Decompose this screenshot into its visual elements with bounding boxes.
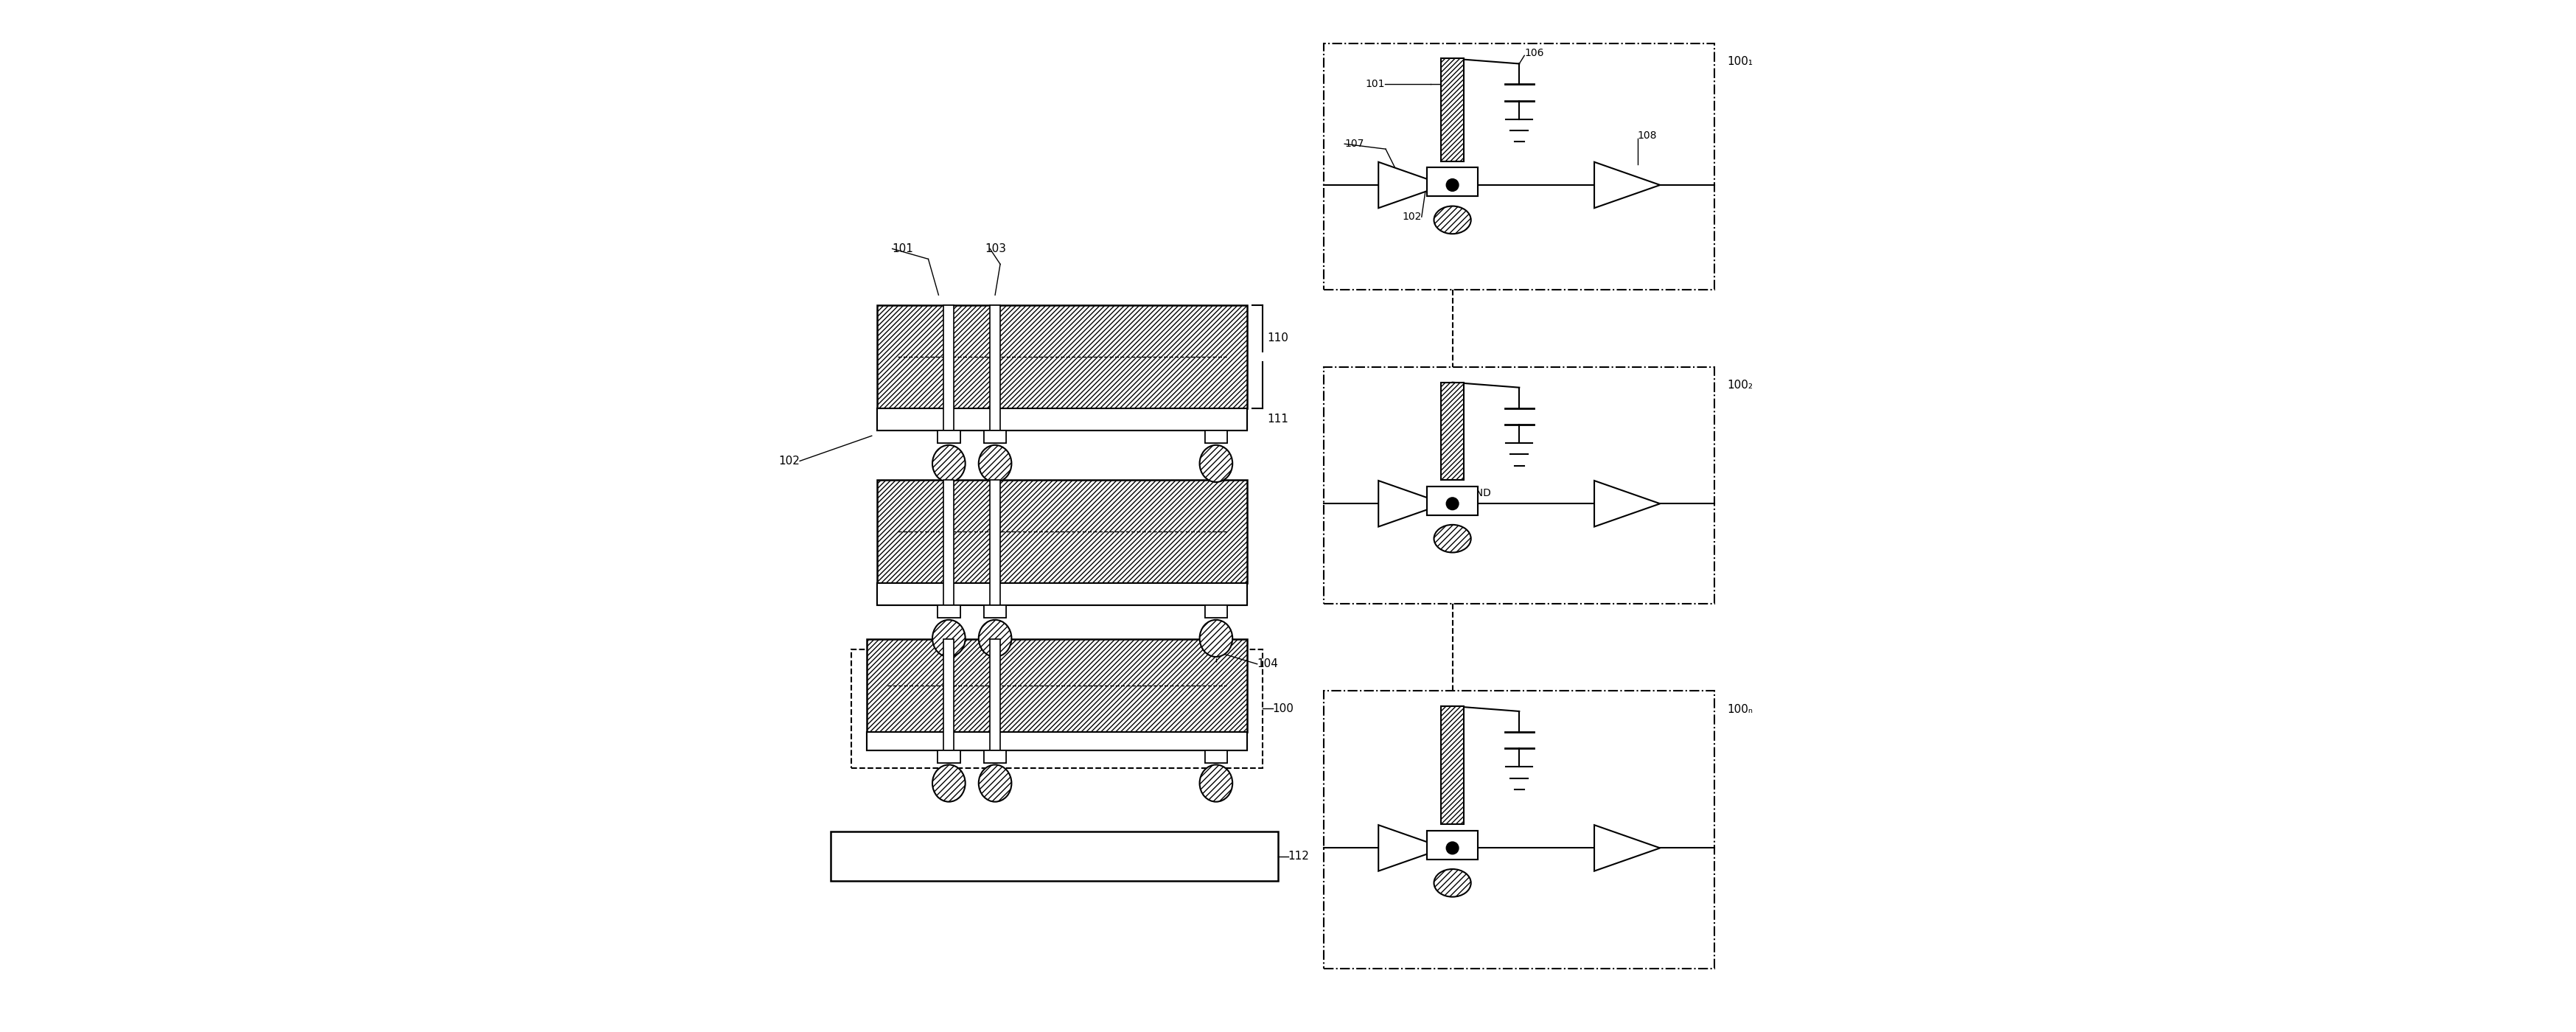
- Bar: [829, 832, 1278, 881]
- Text: 102: 102: [778, 455, 799, 466]
- Text: 100ₙ: 100ₙ: [1726, 704, 1752, 715]
- Bar: [943, 640, 953, 750]
- Bar: [1324, 367, 1716, 604]
- Ellipse shape: [1200, 765, 1231, 802]
- Bar: [1427, 831, 1479, 860]
- Bar: [1206, 606, 1226, 618]
- Ellipse shape: [1435, 524, 1471, 552]
- Bar: [1427, 486, 1479, 515]
- Ellipse shape: [1435, 869, 1471, 897]
- Bar: [866, 640, 1247, 732]
- Text: 108: 108: [1638, 130, 1656, 140]
- Bar: [989, 480, 999, 606]
- Bar: [1427, 167, 1479, 196]
- Text: 100₂: 100₂: [1726, 380, 1752, 391]
- Text: 100: 100: [1273, 703, 1293, 714]
- Bar: [938, 750, 961, 763]
- Bar: [1206, 750, 1226, 763]
- Bar: [984, 606, 1007, 618]
- Bar: [1206, 606, 1226, 618]
- Bar: [866, 732, 1247, 750]
- Bar: [938, 606, 961, 618]
- Text: 103: 103: [984, 244, 1007, 254]
- Bar: [938, 430, 961, 443]
- Bar: [1206, 430, 1226, 443]
- Bar: [989, 640, 999, 750]
- Bar: [876, 480, 1247, 583]
- Bar: [876, 408, 1247, 430]
- Text: 112: 112: [1288, 850, 1309, 862]
- Bar: [938, 430, 961, 443]
- Circle shape: [1445, 497, 1458, 510]
- Bar: [1427, 831, 1479, 860]
- Bar: [876, 305, 1247, 408]
- Ellipse shape: [933, 620, 966, 656]
- Text: 100₁: 100₁: [1726, 56, 1752, 67]
- Bar: [1206, 750, 1226, 763]
- Polygon shape: [1378, 481, 1445, 526]
- Bar: [943, 305, 953, 430]
- Bar: [989, 305, 999, 430]
- Text: 110: 110: [1267, 332, 1288, 344]
- Bar: [938, 606, 961, 618]
- Bar: [1440, 59, 1463, 161]
- Bar: [1427, 167, 1479, 196]
- Polygon shape: [1378, 162, 1445, 208]
- Text: 101: 101: [891, 244, 914, 254]
- Ellipse shape: [933, 445, 966, 482]
- Polygon shape: [1595, 481, 1659, 526]
- Polygon shape: [1595, 162, 1659, 208]
- Text: GND: GND: [1468, 488, 1492, 498]
- Bar: [984, 430, 1007, 443]
- Text: 101: 101: [1365, 79, 1386, 90]
- Bar: [1324, 43, 1716, 290]
- Bar: [938, 750, 961, 763]
- Text: 107: 107: [1345, 138, 1363, 149]
- Ellipse shape: [979, 445, 1012, 482]
- Ellipse shape: [979, 620, 1012, 656]
- Bar: [984, 750, 1007, 763]
- Bar: [943, 480, 953, 606]
- Text: 111: 111: [1267, 414, 1288, 425]
- Bar: [1206, 430, 1226, 443]
- Ellipse shape: [979, 765, 1012, 802]
- Polygon shape: [1595, 825, 1659, 871]
- Ellipse shape: [1200, 620, 1231, 656]
- Ellipse shape: [1200, 445, 1231, 482]
- Bar: [1440, 383, 1463, 480]
- Circle shape: [1445, 179, 1458, 191]
- Text: 104: 104: [1257, 658, 1278, 670]
- Ellipse shape: [933, 765, 966, 802]
- Text: 102: 102: [1401, 212, 1422, 222]
- Text: 106: 106: [1525, 49, 1543, 59]
- Polygon shape: [1378, 825, 1445, 871]
- Circle shape: [1445, 842, 1458, 854]
- Ellipse shape: [1435, 206, 1471, 234]
- Bar: [1324, 690, 1716, 968]
- Bar: [876, 583, 1247, 606]
- Bar: [984, 606, 1007, 618]
- Bar: [876, 408, 1247, 430]
- Bar: [850, 649, 1262, 768]
- Bar: [984, 430, 1007, 443]
- Bar: [876, 583, 1247, 606]
- Bar: [984, 750, 1007, 763]
- Bar: [866, 732, 1247, 750]
- Bar: [1440, 706, 1463, 825]
- Bar: [1427, 486, 1479, 515]
